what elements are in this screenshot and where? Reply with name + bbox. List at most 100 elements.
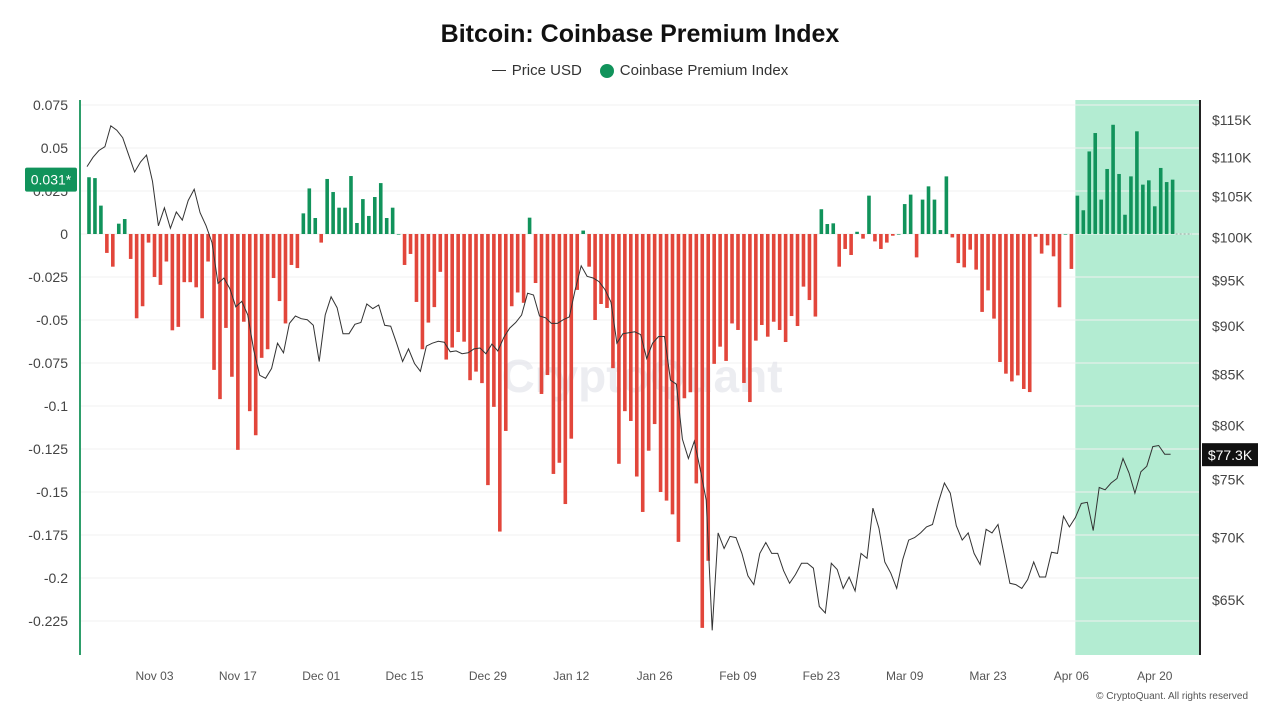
premium-bar xyxy=(1105,168,1109,234)
premium-bar xyxy=(384,218,389,234)
premium-bar xyxy=(444,234,449,360)
premium-bar xyxy=(456,234,460,333)
premium-bar xyxy=(480,234,484,384)
premium-bar xyxy=(200,234,204,319)
price-line xyxy=(86,124,1171,631)
x-tick-label: Jan 12 xyxy=(553,669,589,683)
x-tick-label: Mar 23 xyxy=(969,669,1007,683)
premium-bar xyxy=(718,234,722,347)
premium-bar xyxy=(670,234,675,515)
premium-bar xyxy=(992,234,996,319)
premium-bar xyxy=(1039,234,1044,254)
premium-bar xyxy=(1033,234,1038,237)
premium-bar xyxy=(581,230,585,234)
premium-bar xyxy=(688,234,693,393)
premium-bar xyxy=(908,194,913,234)
premium-bar xyxy=(1016,234,1020,376)
premium-bar xyxy=(420,234,425,350)
premium-bar xyxy=(932,199,937,234)
premium-bar xyxy=(783,234,788,343)
y-right-tick-label: $100K xyxy=(1212,230,1253,246)
premium-bar xyxy=(474,234,478,372)
legend-item-price[interactable]: Price USD xyxy=(491,62,582,79)
premium-bar xyxy=(1099,199,1103,234)
premium-bar xyxy=(575,234,580,290)
y-left-tick-label: -0.025 xyxy=(28,269,68,285)
y-right-tick-label: $75K xyxy=(1212,472,1245,488)
premium-bar xyxy=(87,177,91,234)
premium-bar xyxy=(515,234,520,293)
premium-bar xyxy=(634,234,639,477)
y-right-tick-label: $65K xyxy=(1212,592,1245,608)
y-right-tick-label: $90K xyxy=(1212,318,1245,334)
premium-bar xyxy=(1123,214,1127,234)
premium-bar xyxy=(682,234,687,399)
premium-bar xyxy=(640,234,645,512)
premium-bar xyxy=(194,234,198,288)
premium-bar xyxy=(176,234,181,327)
premium-bar xyxy=(706,234,711,561)
premium-bar xyxy=(390,207,395,234)
premium-bar xyxy=(1135,131,1139,234)
premium-bar xyxy=(789,234,794,317)
premium-bar xyxy=(730,234,734,324)
premium-bar xyxy=(760,234,764,325)
premium-bar xyxy=(521,234,526,303)
y-right-tick-label: $105K xyxy=(1212,188,1253,204)
premium-bar xyxy=(182,234,187,283)
premium-bar xyxy=(980,234,984,312)
premium-bar xyxy=(337,207,341,234)
y-left-tick-label: -0.2 xyxy=(44,570,68,586)
premium-bar xyxy=(1170,179,1175,234)
premium-bar xyxy=(557,234,562,463)
y-left-tick-label: 0 xyxy=(60,226,68,242)
premium-bar xyxy=(617,234,621,464)
premium-bar xyxy=(396,234,401,235)
x-tick-label: Dec 29 xyxy=(469,669,507,683)
premium-bar xyxy=(652,234,657,425)
current-premium-label: 0.031* xyxy=(31,172,72,188)
premium-bar xyxy=(468,234,472,381)
premium-bar xyxy=(331,192,335,234)
premium-bar xyxy=(361,199,365,234)
premium-bar xyxy=(569,234,574,439)
premium-bar xyxy=(116,223,121,234)
premium-bar xyxy=(432,234,437,308)
premium-bar xyxy=(873,234,877,242)
premium-bar xyxy=(1081,210,1086,234)
premium-bar xyxy=(503,234,508,431)
premium-bar xyxy=(1051,234,1056,257)
premium-bar xyxy=(105,234,109,253)
line-marker-icon xyxy=(491,70,506,71)
dot-marker-icon xyxy=(599,63,614,78)
x-tick-label: Dec 15 xyxy=(386,669,424,683)
premium-bar xyxy=(664,234,669,501)
legend-item-premium[interactable]: Coinbase Premium Index xyxy=(599,62,788,79)
premium-bar xyxy=(813,234,818,317)
premium-bar xyxy=(563,234,568,505)
premium-bar xyxy=(140,234,145,307)
premium-bar xyxy=(212,234,216,370)
premium-bar xyxy=(801,234,806,287)
y-right-tick-label: $110K xyxy=(1212,149,1252,165)
premium-bar xyxy=(551,234,556,474)
premium-bar xyxy=(629,234,633,421)
x-tick-label: Jan 26 xyxy=(637,669,673,683)
premium-bar xyxy=(771,234,776,322)
y-left-tick-label: -0.15 xyxy=(36,484,68,500)
premium-bar xyxy=(890,234,895,236)
current-price-label: $77.3K xyxy=(1208,447,1253,463)
premium-bar xyxy=(754,234,758,341)
premium-bar xyxy=(367,215,371,234)
premium-bar xyxy=(372,197,377,234)
y-left-tick-label: -0.1 xyxy=(44,398,68,414)
premium-bar xyxy=(646,234,651,451)
x-tick-label: Nov 03 xyxy=(135,669,173,683)
premium-bar xyxy=(986,234,990,291)
premium-bar xyxy=(605,234,609,308)
premium-bar xyxy=(974,234,978,270)
premium-bar xyxy=(289,234,294,265)
premium-bar xyxy=(349,176,353,234)
premium-bar xyxy=(325,178,329,234)
premium-bar xyxy=(277,234,282,302)
